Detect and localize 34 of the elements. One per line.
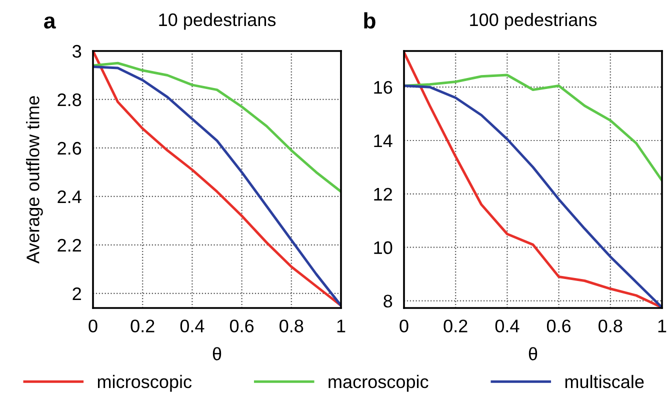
x-tick-label: 0.4	[180, 320, 204, 332]
y-tick-label: 3	[72, 44, 82, 58]
text: a	[44, 16, 56, 29]
y-tick-label: 14	[374, 134, 392, 148]
x-tick-label: 0.2	[130, 320, 154, 332]
text: b	[364, 12, 376, 29]
y-tick-label: 8	[384, 294, 392, 308]
x-tick-label: 0.8	[598, 320, 622, 332]
y-tick-label: 2.8	[58, 93, 82, 106]
chart-title: 10 pedestrians	[159, 12, 276, 30]
line-series	[93, 62, 341, 193]
x-tick-label: 0	[400, 320, 408, 332]
legend-label: multiscale	[565, 374, 644, 388]
x-tick-label: 0.4	[495, 320, 520, 332]
x-tick-label: 1	[658, 320, 666, 332]
x-tick-label: 0.6	[230, 320, 254, 332]
x-tick-label: 0.8	[280, 320, 304, 332]
x-tick-label: 0.6	[546, 320, 571, 332]
x-axis-title: θ	[212, 347, 222, 360]
x-axis-title: θ	[528, 347, 538, 360]
y-tick-label: 2.2	[58, 238, 81, 252]
x-tick-label: 1	[337, 320, 346, 332]
y-tick-label: 2.6	[58, 142, 82, 155]
chart-title: 100 pedestrians	[470, 12, 597, 30]
y-tick-label: 12	[374, 188, 392, 200]
y-tick-label: 10	[374, 241, 392, 254]
y-axis-title: Average outflow time	[26, 96, 43, 264]
x-tick-label: 0.2	[444, 320, 468, 332]
x-tick-label: 0	[88, 320, 98, 332]
y-tick-label: 2	[72, 287, 81, 300]
legend-label: microscopic	[98, 374, 192, 392]
y-tick-label: 2.4	[58, 190, 82, 204]
y-tick-label: 16	[374, 81, 392, 94]
legend-label: macroscopic	[328, 374, 428, 392]
